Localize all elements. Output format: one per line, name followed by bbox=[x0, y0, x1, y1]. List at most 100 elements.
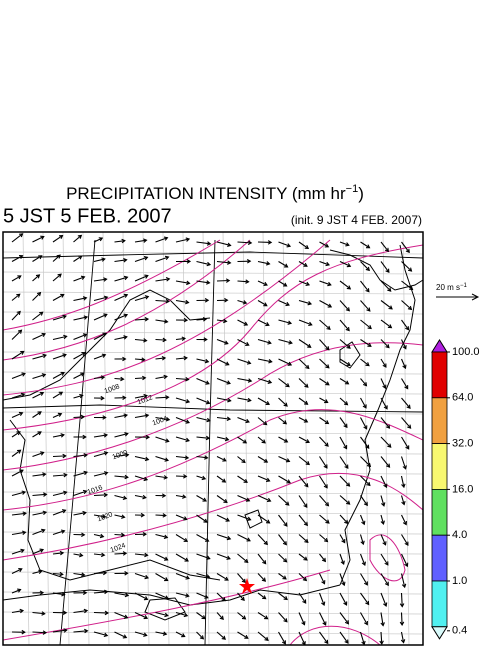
arrow-shaft bbox=[319, 417, 329, 424]
arrow-shaft bbox=[380, 241, 389, 252]
wind-arrow bbox=[52, 610, 68, 615]
arrow-shaft bbox=[216, 241, 231, 246]
wind-arrow bbox=[401, 397, 411, 409]
arrow-head bbox=[246, 537, 251, 542]
arrow-shaft bbox=[216, 475, 226, 483]
arrow-head bbox=[264, 615, 269, 620]
arrow-shaft bbox=[257, 377, 272, 384]
island bbox=[339, 341, 361, 369]
wind-arrow bbox=[339, 339, 351, 349]
arrow-head bbox=[17, 329, 23, 334]
arrow-head bbox=[303, 556, 308, 561]
arrow-head bbox=[303, 262, 308, 267]
wind-arrow bbox=[134, 357, 146, 362]
arrow-shaft bbox=[237, 612, 246, 620]
arrow-head bbox=[185, 419, 191, 424]
arrow-head bbox=[83, 315, 89, 320]
wind-arrow bbox=[257, 553, 267, 565]
arrow-head bbox=[399, 621, 405, 627]
arrow-shaft bbox=[237, 456, 246, 463]
wind-arrow bbox=[380, 534, 387, 546]
arrow-head bbox=[302, 576, 308, 582]
arrow-head bbox=[386, 424, 391, 429]
arrow-head bbox=[164, 577, 169, 582]
arrow-shaft bbox=[73, 572, 85, 576]
arrow-shaft bbox=[380, 417, 390, 429]
arrow-shaft bbox=[298, 378, 309, 388]
arrow-head bbox=[202, 317, 208, 322]
wind-arrow bbox=[93, 237, 104, 243]
arrow-shaft bbox=[175, 280, 190, 284]
wind-arrow bbox=[257, 240, 273, 245]
wind-arrow bbox=[114, 474, 129, 480]
wind-arrow bbox=[360, 573, 368, 586]
arrow-head bbox=[18, 233, 24, 238]
arrow-shaft bbox=[319, 339, 330, 351]
arrow-head bbox=[162, 337, 167, 343]
arrow-head bbox=[285, 383, 290, 388]
coastline bbox=[9, 419, 221, 581]
arrow-head bbox=[63, 472, 68, 478]
arrow-head bbox=[363, 501, 368, 507]
arrow-shaft bbox=[11, 233, 23, 243]
arrow-shaft bbox=[155, 514, 166, 517]
arrow-head bbox=[99, 533, 105, 539]
wind-arrow bbox=[298, 475, 309, 488]
wind-arrow bbox=[155, 592, 170, 600]
wind-arrow bbox=[237, 592, 245, 602]
arrow-head bbox=[199, 635, 205, 640]
wind-arrow bbox=[134, 375, 147, 381]
wind-arrow bbox=[11, 567, 23, 574]
coastline bbox=[2, 289, 211, 401]
arrow-shaft bbox=[73, 630, 88, 633]
wind-arrow bbox=[32, 235, 45, 243]
arrow-shaft bbox=[400, 475, 405, 488]
arrow-head bbox=[346, 482, 351, 487]
arrow-head bbox=[262, 595, 267, 600]
wind-arrow bbox=[114, 335, 128, 341]
arrow-head bbox=[17, 588, 22, 593]
arrow-head bbox=[82, 296, 88, 301]
arrow-shaft bbox=[360, 456, 371, 467]
arrow-head bbox=[360, 540, 365, 546]
arrow-head bbox=[124, 571, 129, 576]
arrow-shaft bbox=[380, 300, 393, 310]
arrow-head bbox=[286, 243, 292, 248]
arrow-head bbox=[224, 340, 229, 345]
wind-arrow bbox=[319, 553, 327, 563]
wind-arrow bbox=[401, 514, 408, 526]
wind-arrow bbox=[318, 592, 326, 607]
arrow-shaft bbox=[380, 280, 392, 292]
arrow-head bbox=[124, 432, 129, 437]
arrow-head bbox=[165, 395, 170, 400]
wind-arrow bbox=[196, 592, 209, 599]
arrow-head bbox=[102, 332, 107, 337]
arrow-head bbox=[409, 286, 414, 291]
arrow-head bbox=[247, 378, 253, 383]
wind-arrow bbox=[73, 628, 89, 634]
arrow-shaft bbox=[237, 494, 250, 502]
arrow-shaft bbox=[278, 299, 290, 306]
arrow-shaft bbox=[32, 473, 46, 477]
arrow-head bbox=[261, 439, 266, 444]
arrow-shaft bbox=[278, 241, 291, 247]
wind-arrow bbox=[257, 377, 273, 384]
wind-arrow bbox=[196, 377, 210, 385]
arrow-head bbox=[143, 338, 148, 343]
map: 1008 1012 1004 1000 1016 1020 1024 bbox=[2, 231, 424, 646]
arrow-shaft bbox=[11, 449, 21, 457]
arrow-head bbox=[263, 421, 268, 426]
arrow-shaft bbox=[32, 292, 41, 301]
arrow-head bbox=[288, 340, 293, 345]
arrow-head bbox=[205, 380, 210, 385]
arrow-head bbox=[21, 372, 26, 377]
arrow-head bbox=[383, 602, 388, 607]
wind-arrow bbox=[401, 378, 409, 390]
wind-arrow bbox=[32, 255, 43, 262]
arrow-shaft bbox=[298, 573, 307, 581]
arrow-shaft bbox=[93, 472, 108, 477]
arrow-head bbox=[101, 257, 106, 262]
wind-arrow bbox=[298, 612, 306, 626]
colorbar-segment bbox=[431, 488, 448, 536]
arrow-head bbox=[324, 502, 330, 507]
